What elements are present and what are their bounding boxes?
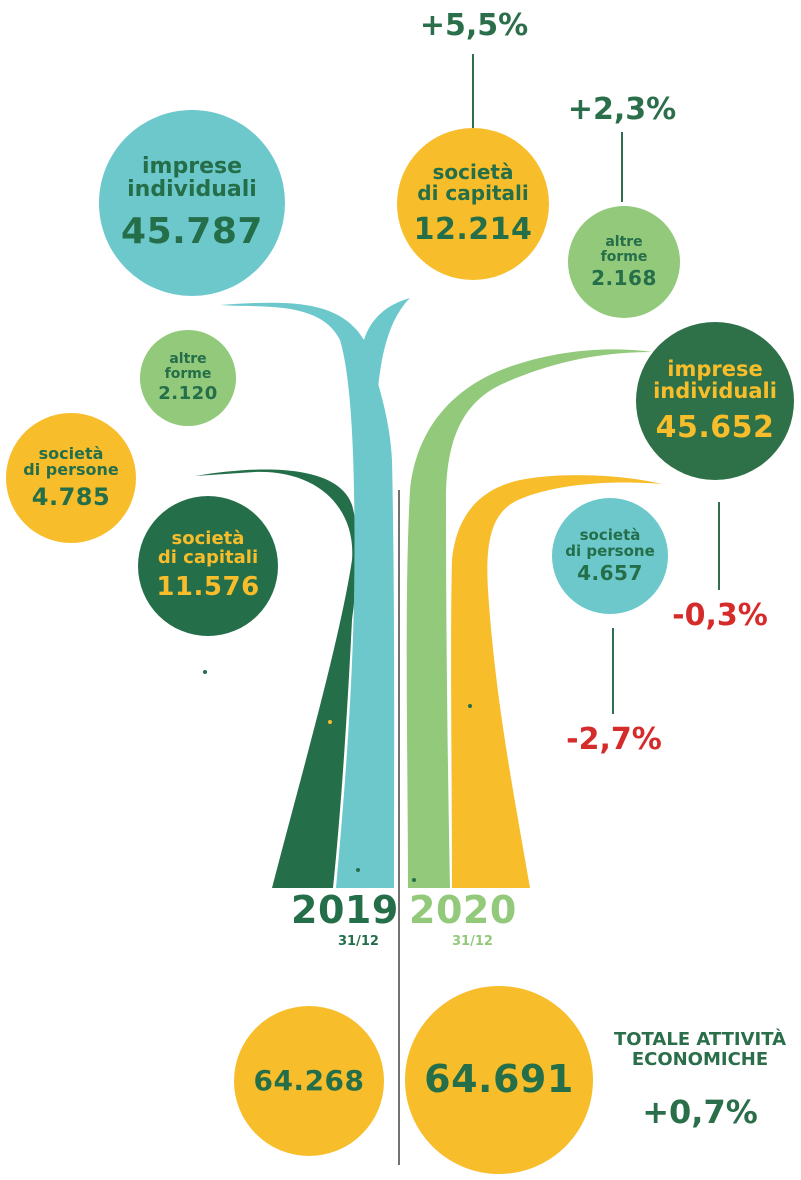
total-title-line2: ECONOMICHE xyxy=(631,1049,769,1071)
year-2020-date: 31/12 xyxy=(452,934,493,949)
change-2020-imprese-individuali: -0,3% xyxy=(672,598,768,633)
label-line1: società xyxy=(579,525,641,544)
year-2019-label: 2019 xyxy=(291,888,399,932)
branch-2020-yellow xyxy=(451,475,662,888)
connector-line xyxy=(612,628,614,714)
bubble-2019-societa-di-persone: società di persone 4.785 xyxy=(6,413,136,543)
value: 4.657 xyxy=(577,561,643,586)
total-title-line1: TOTALE ATTIVITÀ xyxy=(613,1029,787,1050)
label-line2: forme xyxy=(600,248,648,265)
label-line1: imprese xyxy=(667,357,763,382)
label-line2: individuali xyxy=(127,177,257,203)
decor-dot xyxy=(203,670,207,674)
value: 12.214 xyxy=(413,212,533,248)
value: 2.120 xyxy=(158,383,218,405)
label-line2: individuali xyxy=(653,379,777,404)
change-2020-altre-forme: +2,3% xyxy=(567,92,677,127)
branch-2019-teal-top xyxy=(364,298,410,430)
label-line2: di capitali xyxy=(417,181,529,206)
connector-line xyxy=(621,132,623,202)
bubble-2020-altre-forme: altre forme 2.168 xyxy=(568,206,680,318)
bubble-2019-altre-forme: altre forme 2.120 xyxy=(140,330,236,426)
value: 4.785 xyxy=(31,483,111,512)
label-line1: società xyxy=(171,528,245,550)
value: 11.576 xyxy=(156,572,260,603)
total-value-2020: 64.691 xyxy=(424,1057,574,1102)
total-change: +0,7% xyxy=(642,1093,758,1131)
branch-2020-light-green xyxy=(406,349,652,888)
label-line2: forme xyxy=(164,365,212,382)
bubble-2020-societa-di-capitali: società di capitali 12.214 xyxy=(397,128,549,280)
value: 45.652 xyxy=(655,410,775,446)
value: 45.787 xyxy=(121,211,263,253)
label-line1: società xyxy=(432,160,514,185)
year-2019-date: 31/12 xyxy=(338,934,379,949)
decor-dot xyxy=(468,704,472,708)
decor-dot xyxy=(412,878,416,882)
decor-dot xyxy=(328,720,332,724)
connector-line xyxy=(718,502,720,590)
label-line2: di persone xyxy=(565,541,655,560)
label-line1: altre xyxy=(605,233,643,250)
bubble-2019-imprese-individuali: imprese individuali 45.787 xyxy=(99,110,285,296)
label-line2: di persone xyxy=(23,460,119,480)
branch-2019-teal xyxy=(220,302,395,888)
bubble-total-2019: 64.268 xyxy=(234,1006,384,1156)
year-2020-label: 2020 xyxy=(409,888,517,932)
bubble-total-2020: 64.691 xyxy=(405,986,593,1174)
label-line1: altre xyxy=(169,350,207,367)
label-line1: imprese xyxy=(142,154,242,179)
label-line1: società xyxy=(38,443,104,463)
total-value-2019: 64.268 xyxy=(253,1064,365,1098)
value: 2.168 xyxy=(591,266,657,291)
label-line2: di capitali xyxy=(157,547,259,569)
change-2020-societa-di-persone: -2,7% xyxy=(566,722,662,757)
bubble-2020-societa-di-persone: società di persone 4.657 xyxy=(552,498,668,614)
decor-dot xyxy=(356,868,360,872)
bubble-2020-imprese-individuali: imprese individuali 45.652 xyxy=(636,322,794,480)
branch-2019-dark-green xyxy=(195,469,358,888)
connector-line xyxy=(472,54,474,128)
bubble-2019-societa-di-capitali: società di capitali 11.576 xyxy=(138,496,278,636)
total-title: TOTALE ATTIVITÀ ECONOMICHE xyxy=(600,1029,800,1071)
change-2020-societa-di-capitali: +5,5% xyxy=(419,8,529,43)
